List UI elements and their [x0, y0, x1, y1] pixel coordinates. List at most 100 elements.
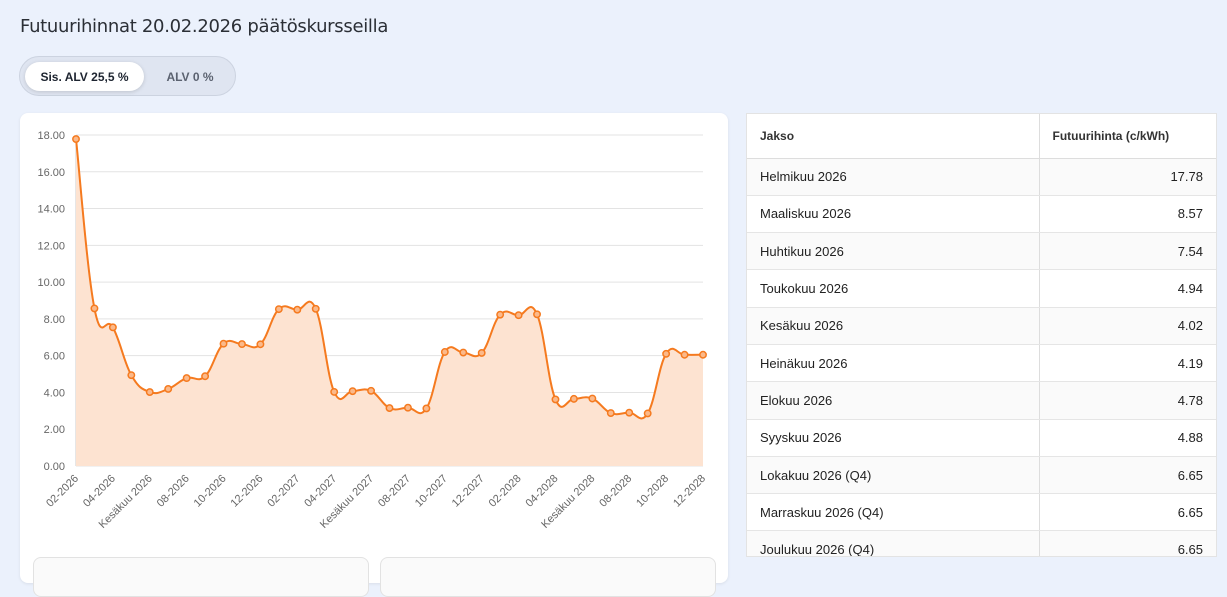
table-row: Elokuu 2026 4.78	[747, 381, 1216, 420]
data-point	[477, 348, 486, 357]
y-tick-label: 12.00	[37, 240, 65, 252]
period-cell: Syyskuu 2026	[747, 419, 1040, 457]
period-cell: Elokuu 2026	[747, 381, 1040, 420]
x-tick-label: 10-2026	[192, 473, 229, 510]
price-cell: 17.78	[1039, 158, 1216, 196]
data-point	[90, 304, 99, 313]
table-row: Heinäkuu 2026 4.19	[747, 344, 1216, 383]
price-line	[75, 138, 704, 420]
table-row: Huhtikuu 2026 7.54	[747, 232, 1216, 271]
data-point	[219, 339, 228, 348]
data-point	[551, 395, 560, 404]
period-cell: Marraskuu 2026 (Q4)	[747, 493, 1040, 532]
data-point	[569, 394, 578, 403]
price-table: Jakso Futuurihinta (c/kWh) Helmikuu 2026…	[747, 114, 1216, 556]
data-point	[680, 350, 689, 359]
data-point	[533, 310, 541, 319]
summary-card-right	[380, 557, 716, 597]
data-point	[348, 387, 357, 396]
table-row: Marraskuu 2026 (Q4) 6.65	[747, 493, 1216, 532]
x-tick-label: 02-2027	[265, 473, 302, 510]
column-header-period: Jakso	[747, 114, 1040, 159]
vat-toggle: Sis. ALV 25,5 % ALV 0 %	[19, 56, 236, 96]
data-point	[459, 348, 468, 357]
period-cell: Huhtikuu 2026	[747, 232, 1040, 271]
price-cell: 4.78	[1039, 381, 1216, 420]
price-cell: 8.57	[1039, 195, 1216, 234]
data-point	[256, 340, 265, 349]
y-tick-label: 2.00	[44, 424, 65, 436]
data-point	[274, 305, 283, 314]
period-cell: Maaliskuu 2026	[747, 195, 1040, 234]
price-cell: 4.88	[1039, 419, 1216, 457]
data-point	[385, 404, 394, 413]
y-tick-label: 8.00	[44, 314, 65, 326]
period-cell: Kesäkuu 2026	[747, 307, 1040, 345]
x-tick-label: 08-2026	[155, 473, 192, 510]
price-cell: 6.65	[1039, 493, 1216, 532]
data-point	[293, 305, 302, 314]
data-point	[514, 311, 523, 320]
period-cell: Joulukuu 2026 (Q4)	[747, 530, 1040, 556]
x-tick-label: 12-2027	[450, 473, 487, 510]
summary-card-left	[33, 557, 369, 597]
table-row: Maaliskuu 2026 8.57	[747, 195, 1216, 234]
y-tick-label: 10.00	[37, 277, 65, 289]
x-tick-label: 08-2027	[376, 473, 413, 510]
data-point	[440, 348, 449, 356]
x-tick-label: 08-2028	[597, 473, 634, 510]
y-tick-label: 16.00	[37, 167, 65, 179]
vat-excluded-button[interactable]: ALV 0 %	[166, 69, 214, 84]
data-point	[311, 304, 320, 313]
data-point	[403, 403, 412, 412]
x-tick-label: 02-2028	[487, 473, 524, 510]
x-tick-label: 04-2027	[302, 473, 339, 510]
data-point	[108, 323, 117, 332]
area-fill	[76, 139, 703, 466]
page-title: Futuurihinnat 20.02.2026 päätöskursseill…	[20, 16, 389, 37]
table-row: Lokakuu 2026 (Q4) 6.65	[747, 456, 1216, 495]
price-cell: 4.94	[1039, 269, 1216, 308]
period-cell: Heinäkuu 2026	[747, 344, 1040, 383]
y-tick-label: 6.00	[44, 351, 65, 363]
table-row: Kesäkuu 2026 4.02	[747, 307, 1216, 345]
futures-price-chart: 0.00 2.00 4.00 6.00 8.00 10.00 12.00 14.00 16.00…	[37, 130, 708, 531]
x-tick-label: 10-2027	[413, 473, 450, 510]
y-tick-label: 18.00	[37, 130, 65, 142]
data-point	[367, 386, 376, 395]
data-point	[588, 394, 597, 403]
data-point	[238, 340, 246, 349]
period-cell: Lokakuu 2026 (Q4)	[747, 456, 1040, 495]
vat-included-button[interactable]: Sis. ALV 25,5 %	[25, 62, 144, 91]
data-point	[201, 372, 210, 381]
y-tick-label: 0.00	[44, 461, 65, 473]
price-table-card: Jakso Futuurihinta (c/kWh) Helmikuu 2026…	[746, 113, 1217, 557]
chart-card: 0.00 2.00 4.00 6.00 8.00 10.00 12.00 14.00 16.00…	[20, 113, 728, 597]
data-point	[496, 310, 505, 319]
price-cell: 6.65	[1039, 456, 1216, 495]
x-tick-label: 04-2026	[81, 473, 118, 510]
period-cell: Toukokuu 2026	[747, 269, 1040, 308]
y-tick-label: 14.00	[37, 204, 65, 216]
data-point	[145, 388, 154, 397]
x-tick-label: 10-2028	[634, 473, 671, 510]
period-cell: Helmikuu 2026	[747, 158, 1040, 196]
x-tick-label: 04-2028	[524, 473, 561, 510]
data-point	[182, 374, 191, 383]
y-tick-label: 4.00	[44, 387, 65, 399]
x-tick-label: 02-2026	[44, 473, 81, 510]
data-point	[72, 135, 80, 143]
data-point	[422, 404, 431, 413]
table-row: Helmikuu 2026 17.78	[747, 158, 1216, 196]
data-point	[127, 371, 136, 380]
x-tick-label: 12-2026	[228, 473, 265, 510]
price-cell: 7.54	[1039, 232, 1216, 271]
data-point	[164, 385, 173, 393]
data-point	[606, 409, 615, 417]
data-point	[330, 387, 339, 396]
price-cell: 6.65	[1039, 530, 1216, 556]
table-row: Joulukuu 2026 (Q4) 6.65	[747, 530, 1216, 556]
price-cell: 4.02	[1039, 307, 1216, 345]
data-point	[662, 349, 671, 358]
price-cell: 4.19	[1039, 344, 1216, 383]
